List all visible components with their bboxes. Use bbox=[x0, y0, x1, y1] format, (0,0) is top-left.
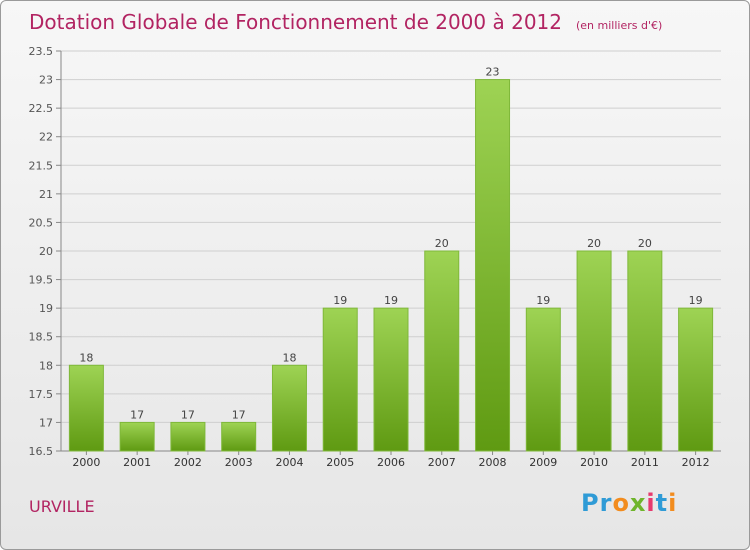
data-label: 19 bbox=[536, 294, 550, 307]
x-tick-label: 2006 bbox=[377, 456, 405, 469]
data-label: 19 bbox=[333, 294, 347, 307]
logo-letter: P bbox=[581, 489, 600, 517]
data-label: 17 bbox=[181, 408, 195, 421]
y-tick-label: 20 bbox=[39, 245, 53, 258]
y-tick-label: 23.5 bbox=[29, 45, 54, 58]
logo-letter: r bbox=[599, 489, 613, 517]
data-label: 18 bbox=[282, 351, 296, 364]
y-tick-label: 18.5 bbox=[29, 331, 54, 344]
logo-letter: i bbox=[646, 489, 656, 517]
x-tick-label: 2010 bbox=[580, 456, 608, 469]
data-label: 19 bbox=[689, 294, 703, 307]
x-tick-label: 2002 bbox=[174, 456, 202, 469]
chart-title-text: Dotation Globale de Fonctionnement de 20… bbox=[29, 10, 562, 34]
y-tick-label: 18 bbox=[39, 359, 53, 372]
x-tick-label: 2011 bbox=[631, 456, 659, 469]
bar bbox=[576, 250, 612, 452]
x-tick-label: 2003 bbox=[225, 456, 253, 469]
logo-letter: o bbox=[612, 489, 630, 517]
y-tick-label: 21.5 bbox=[29, 159, 54, 172]
y-tick-label: 20.5 bbox=[29, 216, 54, 229]
bar bbox=[424, 250, 460, 452]
x-tick-label: 2009 bbox=[529, 456, 557, 469]
y-tick-label: 21 bbox=[39, 188, 53, 201]
bar bbox=[475, 79, 511, 452]
y-tick-label: 19.5 bbox=[29, 274, 54, 287]
x-tick-label: 2005 bbox=[326, 456, 354, 469]
bar bbox=[322, 307, 358, 452]
data-label: 19 bbox=[384, 294, 398, 307]
y-tick-label: 22 bbox=[39, 131, 53, 144]
bar bbox=[627, 250, 663, 452]
y-tick-label: 22.5 bbox=[29, 102, 54, 115]
bar bbox=[373, 307, 409, 452]
bar-chart: 16.5 17 17.5 18 18.5 19 19.5 20 20.5 21 21.5 22 22.5… bbox=[29, 45, 721, 469]
chart-subtitle: (en milliers d'€) bbox=[576, 19, 663, 32]
bar bbox=[170, 421, 206, 452]
logo-letter: x bbox=[629, 489, 647, 517]
data-label: 20 bbox=[587, 237, 601, 250]
y-tick-label: 17 bbox=[39, 416, 53, 429]
bar bbox=[271, 364, 307, 452]
bar bbox=[525, 307, 561, 452]
y-tick-label: 19 bbox=[39, 302, 53, 315]
x-tick-label: 2001 bbox=[123, 456, 151, 469]
data-label: 20 bbox=[435, 237, 449, 250]
x-tick-label: 2012 bbox=[682, 456, 710, 469]
label-layer: 18 2000 17 2001 17 2002 17 2003 18 2004 19 2005 19 20… bbox=[72, 66, 709, 469]
bar bbox=[221, 421, 257, 452]
city-name: URVILLE bbox=[29, 497, 95, 516]
logo-letter: i bbox=[668, 489, 678, 517]
bar bbox=[678, 307, 714, 452]
data-label: 20 bbox=[638, 237, 652, 250]
data-label: 18 bbox=[79, 351, 93, 364]
y-tick-label: 17.5 bbox=[29, 388, 54, 401]
data-label: 17 bbox=[130, 408, 144, 421]
data-label: 23 bbox=[486, 66, 500, 79]
x-tick-label: 2004 bbox=[275, 456, 303, 469]
x-tick-label: 2008 bbox=[479, 456, 507, 469]
y-tick-label: 23 bbox=[39, 74, 53, 87]
x-tick-label: 2007 bbox=[428, 456, 456, 469]
proxiti-logo[interactable]: Proxiti bbox=[581, 489, 677, 517]
y-tick-label: 16.5 bbox=[29, 445, 54, 458]
x-tick-label: 2000 bbox=[72, 456, 100, 469]
bar bbox=[68, 364, 104, 452]
bar bbox=[119, 421, 155, 452]
logo-letter: t bbox=[655, 489, 669, 517]
chart-title: Dotation Globale de Fonctionnement de 20… bbox=[29, 10, 662, 34]
data-label: 17 bbox=[232, 408, 246, 421]
bar-layer bbox=[68, 79, 714, 452]
